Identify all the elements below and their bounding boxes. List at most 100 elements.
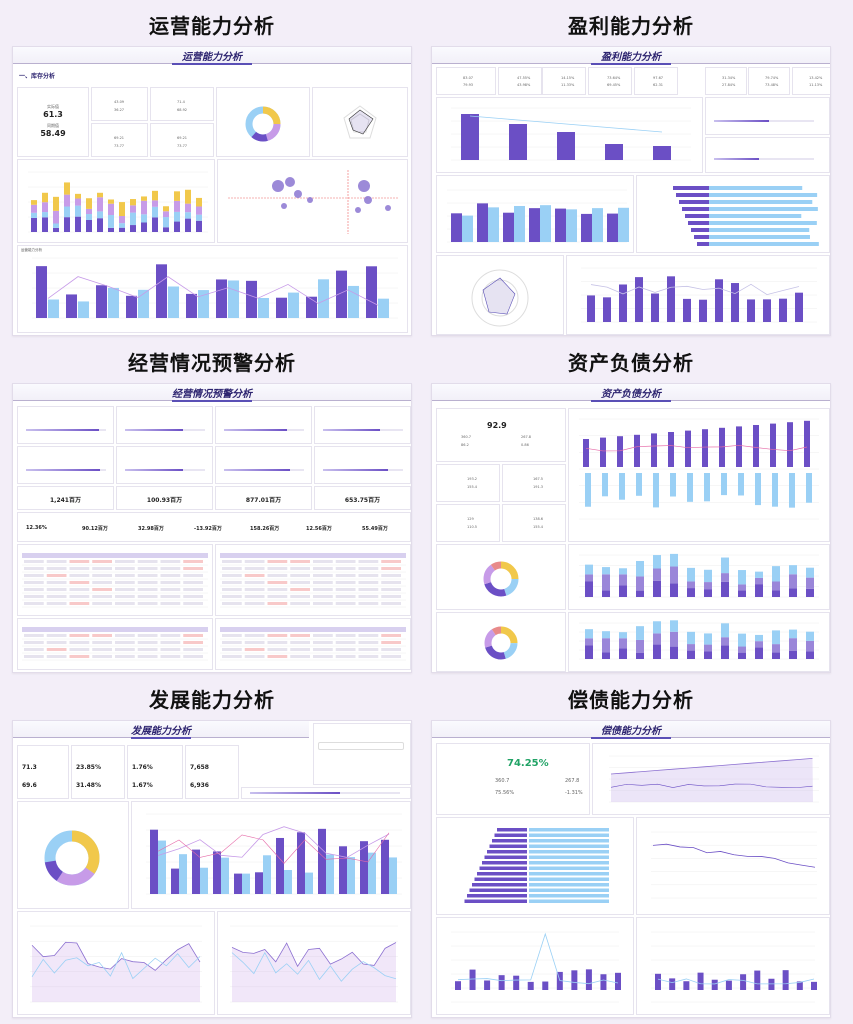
chart-bar: [738, 584, 746, 591]
chart-bar: [222, 655, 242, 658]
section-title: 运营能力分析: [149, 14, 275, 38]
kpi-value: 61.3: [43, 110, 63, 119]
chart-bar: [381, 602, 401, 605]
chart-bar: [222, 560, 242, 563]
profit-radar-chart: [471, 269, 529, 327]
profit-kpi-panel: 13.42% 11.13%: [792, 67, 830, 95]
chart-bar: [738, 646, 746, 653]
chart-bar: [115, 634, 135, 637]
chart-title: 运营能力分析: [21, 248, 42, 252]
section-growth: 发展能力分析 发展能力分析 71.3 69.6 23.85% 31.48% 1.…: [12, 680, 412, 1018]
chart-bar: [754, 970, 761, 990]
chart-bar: [670, 583, 678, 597]
kpi-panel-growth-3: 1.76% 1.67%: [127, 745, 183, 799]
chart-bar: [381, 567, 401, 570]
chart-bar: [160, 602, 181, 605]
kpi-value: 193.2: [467, 477, 478, 481]
dashboard-warning: 经营情况预警分析 1,241百万 100.93百万 877.01百万 653.75百万…: [12, 383, 412, 673]
chart-bar: [141, 214, 147, 223]
chart-bar: [200, 867, 208, 894]
chart-bar: [183, 634, 203, 637]
chart-bar: [69, 574, 90, 577]
chart-bar: [24, 655, 44, 658]
chart-bar: [636, 652, 644, 659]
chart-bar: [222, 602, 242, 605]
chart-bar: [668, 432, 674, 467]
filter-panel[interactable]: [313, 723, 411, 785]
chart-bar: [137, 648, 158, 651]
chart-bar: [529, 839, 609, 843]
warning-progress-panel: [314, 406, 411, 444]
dashboard-title: 偿债能力分析: [601, 726, 661, 737]
chart-point: [484, 626, 518, 660]
chart-bar: [738, 570, 746, 585]
kpi-value: 100.93百万: [146, 497, 183, 504]
chart-bar: [585, 645, 593, 659]
profit-hbar-panel: [636, 175, 830, 253]
warning-progress-panel: [215, 446, 312, 484]
chart-bar: [119, 216, 125, 224]
kpi-value: 31.48%: [76, 782, 101, 789]
chart-bar: [92, 641, 112, 644]
chart-bar: [335, 655, 356, 658]
chart-bar: [160, 634, 181, 637]
solvency-line-panel: [636, 817, 830, 915]
chart-bar: [183, 588, 203, 591]
chart-bar: [152, 217, 158, 232]
chart-bar: [583, 439, 589, 467]
chart-bar: [222, 588, 242, 591]
chart-bar: [92, 574, 112, 577]
chart-bar: [587, 295, 595, 322]
warning-value-panel: 877.01百万: [215, 486, 312, 510]
chart-bar: [619, 632, 627, 639]
chart-bar: [335, 581, 356, 584]
chart-bar: [244, 602, 265, 605]
chart-bar: [174, 200, 180, 212]
solvency-bar-chart-1: [451, 931, 621, 1003]
chart-bar: [736, 426, 742, 467]
chart-bar: [335, 595, 356, 598]
dashboard-header: 发展能力分析: [13, 721, 309, 739]
dashboard-growth: 发展能力分析 71.3 69.6 23.85% 31.48% 1.76% 1.6…: [12, 720, 412, 1018]
chart-bar: [92, 581, 112, 584]
chart-bar: [461, 114, 479, 160]
chart-bar: [185, 218, 191, 232]
chart-bar: [186, 293, 197, 318]
filter-dropdown[interactable]: [318, 742, 404, 750]
kpi-value: -13.92百万: [194, 526, 222, 532]
chart-bar: [297, 832, 305, 894]
profit-kpi-panel: 31.34% 27.84%: [705, 67, 747, 95]
chart-bar: [196, 220, 202, 232]
chart-bar: [163, 227, 169, 232]
chart-bar: [160, 655, 181, 658]
chart-bar: [183, 595, 203, 598]
kpi-value: 36.27: [114, 108, 125, 112]
chart-bar: [634, 434, 640, 467]
chart-point: [484, 626, 518, 660]
dashboard-header: 经营情况预警分析: [13, 384, 411, 402]
section-title: 经营情况预警分析: [128, 351, 296, 375]
chart-bar: [477, 872, 527, 876]
chart-bar: [366, 266, 377, 318]
profit-kpi-panel: 73.64% 69.45%: [588, 67, 632, 95]
chart-bar: [137, 581, 158, 584]
kpi-value: 1.67%: [132, 782, 153, 789]
series-line: [231, 951, 397, 982]
chart-bar: [592, 208, 603, 242]
profit-radar-panel: [436, 255, 564, 335]
chart-bar: [529, 833, 609, 837]
chart-bar: [617, 436, 623, 467]
dashboard-solvency: 偿债能力分析 74.25% 360.7 267.8 75.56% -1.31%: [431, 720, 831, 1018]
warning-value-panel: 100.93百万: [116, 486, 213, 510]
chart-bar: [755, 641, 763, 648]
chart-bar: [137, 588, 158, 591]
chart-bar: [96, 285, 107, 318]
chart-bar: [174, 191, 180, 201]
chart-bar: [381, 588, 401, 591]
kpi-label: 实际值: [47, 104, 59, 109]
warning-table-4: [215, 618, 411, 670]
kpi-value: 155.4: [533, 525, 544, 529]
chart-bar: [687, 650, 695, 659]
chart-bar: [789, 473, 795, 508]
liability-donut-chart: [484, 626, 518, 660]
